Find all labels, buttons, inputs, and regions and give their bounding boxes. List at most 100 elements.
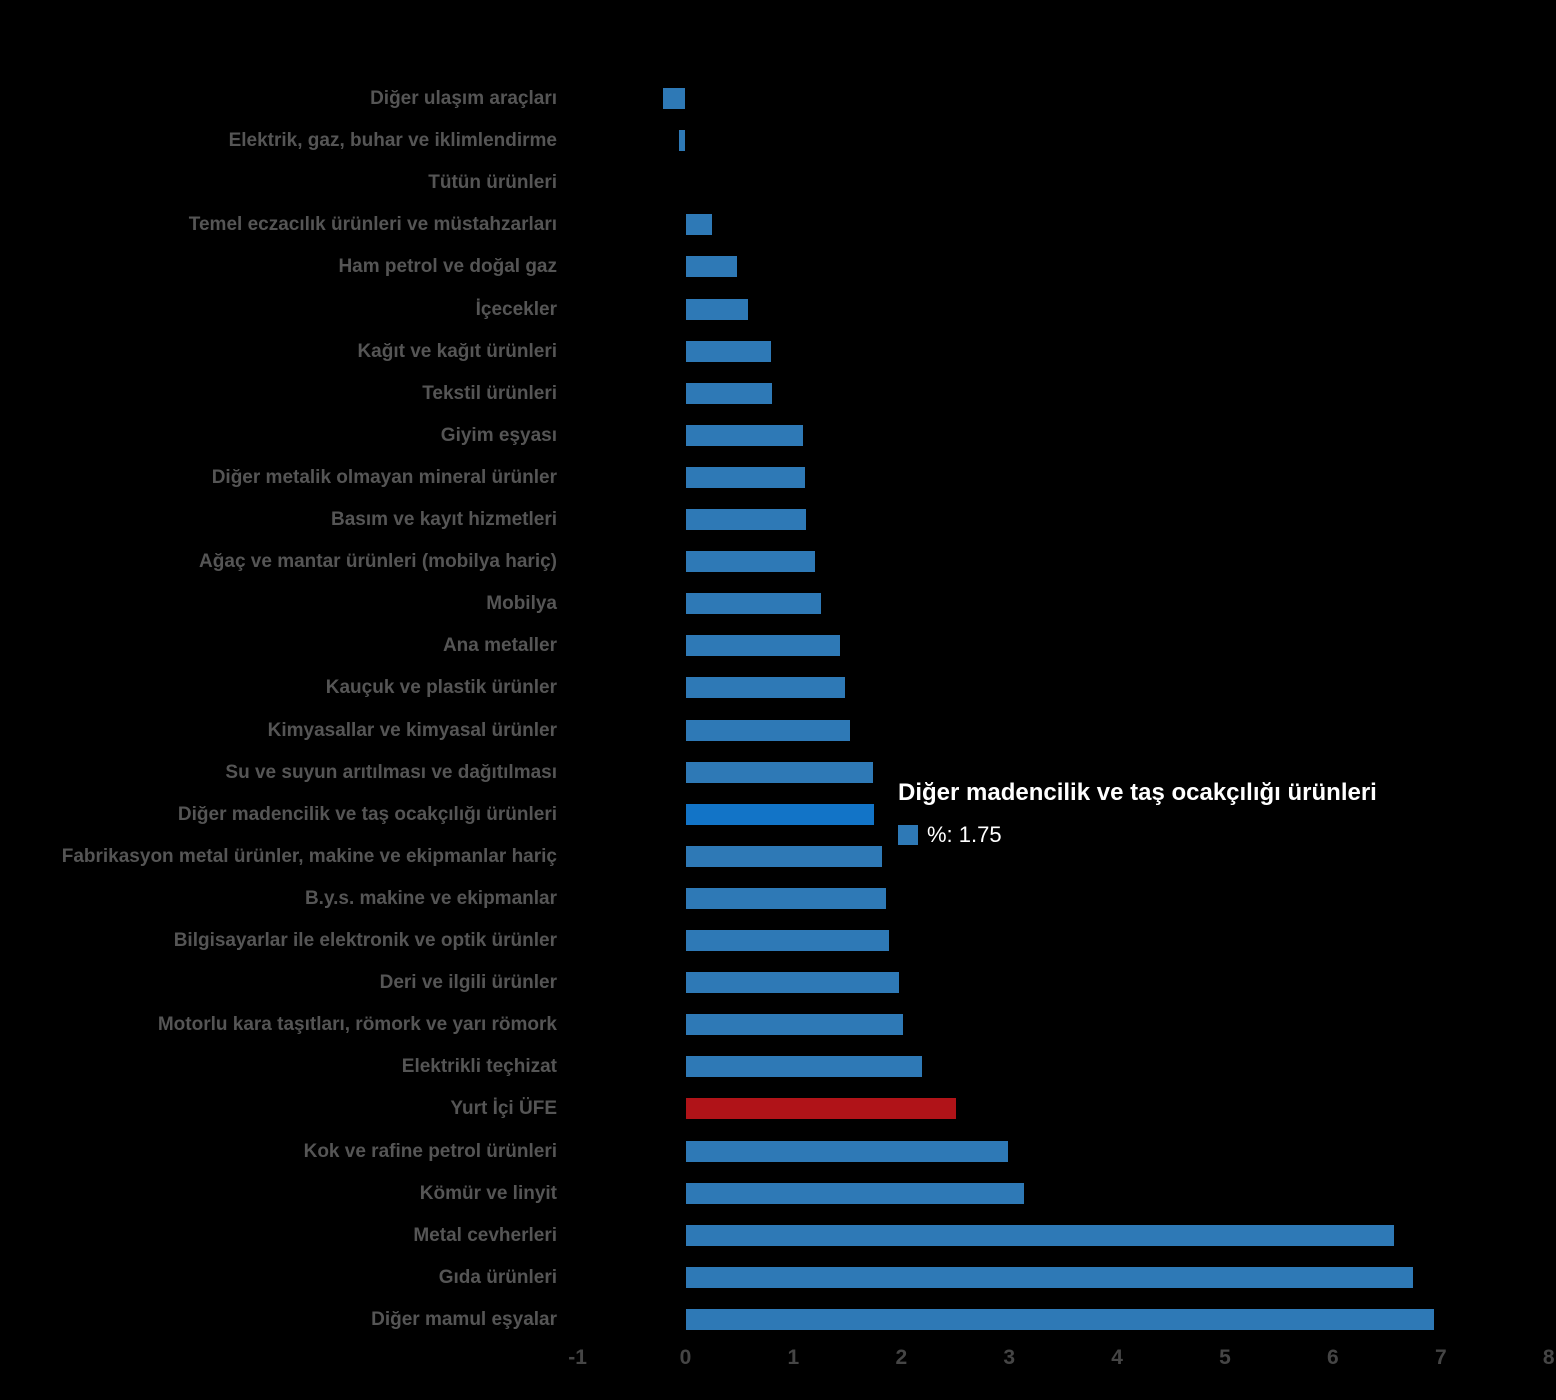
chart-row: Kağıt ve kağıt ürünleri bbox=[0, 331, 1556, 373]
bar[interactable] bbox=[685, 930, 890, 951]
chart-row: Elektrik, gaz, buhar ve iklimlendirme bbox=[0, 120, 1556, 162]
chart-row: Ağaç ve mantar ürünleri (mobilya hariç) bbox=[0, 541, 1556, 583]
chart-row: Kimyasallar ve kimyasal ürünler bbox=[0, 710, 1556, 752]
x-axis-tick-label: 2 bbox=[895, 1346, 908, 1369]
chart-row: İçecekler bbox=[0, 289, 1556, 331]
chart-row: Kok ve rafine petrol ürünleri bbox=[0, 1131, 1556, 1173]
x-axis-tick-label: 4 bbox=[1111, 1346, 1123, 1369]
bar[interactable] bbox=[685, 845, 882, 867]
chart-row: B.y.s. makine ve ekipmanlar bbox=[0, 878, 1556, 920]
bar[interactable] bbox=[685, 1140, 1009, 1162]
category-label: Kauçuk ve plastik ürünler bbox=[325, 677, 557, 699]
bar[interactable] bbox=[685, 1266, 1413, 1288]
category-label: Yurt İçi ÜFE bbox=[450, 1098, 557, 1120]
category-label: İçecekler bbox=[475, 298, 557, 320]
tooltip-series-swatch-icon bbox=[898, 825, 918, 845]
bar[interactable] bbox=[685, 1098, 957, 1120]
bar[interactable] bbox=[685, 340, 771, 362]
chart-row: Diğer ulaşım araçları bbox=[0, 78, 1556, 120]
bar[interactable] bbox=[685, 635, 840, 657]
bar[interactable] bbox=[685, 761, 874, 783]
category-label: Kok ve rafine petrol ürünleri bbox=[303, 1140, 557, 1162]
chart-row: Diğer madencilik ve taş ocakçılığı ürünl… bbox=[0, 794, 1556, 836]
bar[interactable] bbox=[685, 298, 749, 320]
category-label: Tekstil ürünleri bbox=[422, 382, 557, 404]
category-label: Gıda ürünleri bbox=[438, 1266, 557, 1288]
category-label: Mobilya bbox=[486, 593, 557, 615]
chart-row: Bilgisayarlar ile elektronik ve optik ür… bbox=[0, 920, 1556, 962]
chart-row: Ham petrol ve doğal gaz bbox=[0, 246, 1556, 288]
bar[interactable] bbox=[685, 1308, 1435, 1330]
category-label: Ham petrol ve doğal gaz bbox=[338, 256, 557, 278]
bar[interactable] bbox=[685, 466, 806, 488]
chart-row: Yurt İçi ÜFE bbox=[0, 1088, 1556, 1130]
bar[interactable] bbox=[685, 1182, 1025, 1204]
tooltip-value-line: %: 1.75 bbox=[898, 822, 1377, 848]
bar[interactable] bbox=[685, 214, 713, 236]
plot-area: Diğer ulaşım araçları Elektrik, gaz, buha… bbox=[0, 78, 1556, 1341]
chart-row: Tütün ürünleri bbox=[0, 162, 1556, 204]
x-axis-tick-label: 7 bbox=[1434, 1346, 1447, 1369]
category-label: Kağıt ve kağıt ürünleri bbox=[357, 340, 557, 362]
chart-row: Temel eczacılık ürünleri ve müstahzarlar… bbox=[0, 204, 1556, 246]
chart-row: Deri ve ilgili ürünler bbox=[0, 962, 1556, 1004]
category-label: Fabrikasyon metal ürünler, makine ve eki… bbox=[61, 845, 557, 867]
bar[interactable] bbox=[662, 88, 686, 109]
chart-row: Elektrikli teçhizat bbox=[0, 1046, 1556, 1088]
bar[interactable] bbox=[679, 130, 686, 152]
bar[interactable] bbox=[685, 382, 772, 404]
category-label: Ana metaller bbox=[442, 635, 557, 657]
x-axis-tick-label: 5 bbox=[1219, 1346, 1231, 1369]
bar[interactable] bbox=[685, 677, 846, 699]
category-label: Bilgisayarlar ile elektronik ve optik ür… bbox=[173, 930, 557, 951]
bar[interactable] bbox=[685, 972, 900, 994]
bar[interactable] bbox=[685, 593, 822, 615]
category-label: Diğer madencilik ve taş ocakçılığı ürünl… bbox=[177, 803, 557, 825]
x-axis-tick-label: 3 bbox=[1003, 1346, 1016, 1369]
chart-row: Diğer metalik olmayan mineral ürünler bbox=[0, 457, 1556, 499]
bar[interactable] bbox=[685, 509, 807, 530]
chart-row: Basım ve kayıt hizmetleri bbox=[0, 499, 1556, 541]
chart-row: Ana metaller bbox=[0, 625, 1556, 667]
chart-row: Giyim eşyası bbox=[0, 415, 1556, 457]
bar[interactable] bbox=[685, 1014, 904, 1036]
x-axis-tick-label: 8 bbox=[1542, 1346, 1555, 1369]
category-label: Tütün ürünleri bbox=[428, 172, 557, 194]
bar[interactable] bbox=[685, 424, 804, 446]
bar[interactable] bbox=[685, 1224, 1395, 1246]
category-label: Ağaç ve mantar ürünleri (mobilya hariç) bbox=[199, 551, 557, 573]
category-label: Diğer metalik olmayan mineral ürünler bbox=[211, 466, 557, 488]
x-axis-tick-label: 1 bbox=[787, 1346, 800, 1369]
category-label: Temel eczacılık ürünleri ve müstahzarlar… bbox=[188, 214, 557, 236]
x-axis: -1 0 1 2 3 4 5 6 7 8 bbox=[0, 1346, 1556, 1390]
bar[interactable] bbox=[685, 1056, 922, 1078]
category-label: Giyim eşyası bbox=[440, 424, 557, 446]
category-label: Deri ve ilgili ürünler bbox=[379, 972, 557, 994]
category-label: Diğer mamul eşyalar bbox=[371, 1308, 557, 1330]
bar[interactable] bbox=[685, 551, 815, 573]
tooltip-title: Diğer madencilik ve taş ocakçılığı ürünl… bbox=[898, 779, 1377, 806]
chart-row: Metal cevherleri bbox=[0, 1215, 1556, 1257]
bar[interactable] bbox=[685, 803, 875, 825]
category-label: Diğer ulaşım araçları bbox=[370, 88, 557, 109]
chart-row: Tekstil ürünleri bbox=[0, 373, 1556, 415]
tooltip: Diğer madencilik ve taş ocakçılığı ürünl… bbox=[898, 779, 1377, 848]
chart-row: Kömür ve linyit bbox=[0, 1173, 1556, 1215]
category-label: Basım ve kayıt hizmetleri bbox=[331, 509, 557, 530]
category-label: Elektrikli teçhizat bbox=[401, 1056, 557, 1078]
x-axis-tick-label: -1 bbox=[568, 1346, 587, 1369]
category-label: Motorlu kara taşıtları, römork ve yarı r… bbox=[157, 1014, 557, 1036]
category-label: B.y.s. makine ve ekipmanlar bbox=[304, 887, 557, 909]
chart-row: Diğer mamul eşyalar bbox=[0, 1299, 1556, 1341]
bar[interactable] bbox=[685, 887, 887, 909]
chart-row: Kauçuk ve plastik ürünler bbox=[0, 667, 1556, 709]
chart-row: Fabrikasyon metal ürünler, makine ve eki… bbox=[0, 836, 1556, 878]
tooltip-value: %: 1.75 bbox=[927, 822, 1002, 847]
bar[interactable] bbox=[685, 719, 850, 741]
bar[interactable] bbox=[685, 256, 738, 278]
category-label: Su ve suyun arıtılması ve dağıtılması bbox=[225, 761, 557, 783]
chart-row: Gıda ürünleri bbox=[0, 1257, 1556, 1299]
category-label: Metal cevherleri bbox=[413, 1224, 557, 1246]
chart-row: Su ve suyun arıtılması ve dağıtılması bbox=[0, 752, 1556, 794]
